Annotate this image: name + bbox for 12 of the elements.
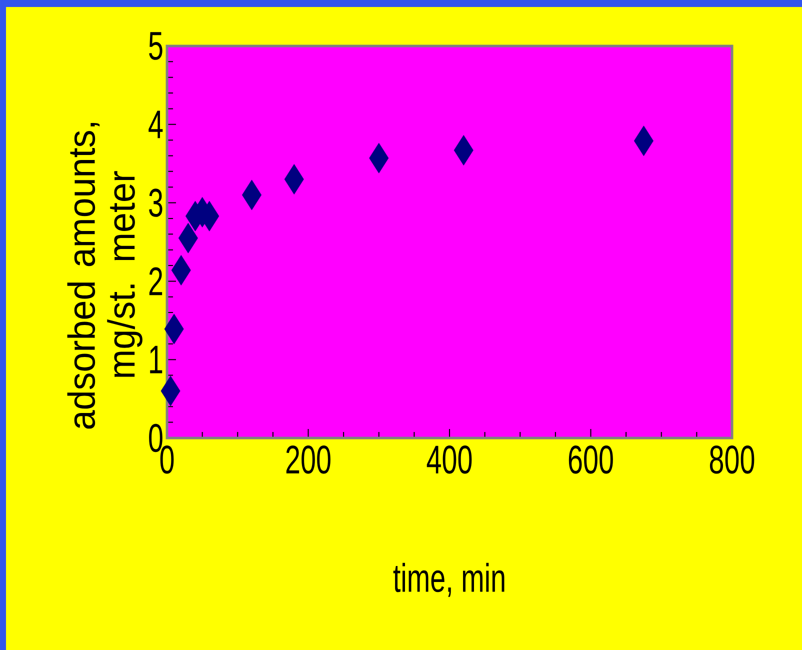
- x-tick-label: 600: [568, 446, 613, 474]
- y-tick-label: 3: [149, 188, 162, 217]
- y-tick-label: 5: [149, 32, 162, 60]
- y-tick-label: 0: [149, 424, 162, 452]
- x-axis-title: time, min: [393, 562, 504, 597]
- y-axis-title: adsorbed amounts, mg/st. meter: [67, 122, 142, 429]
- x-tick-label: 400: [426, 446, 472, 474]
- y-tick-label: 1: [150, 346, 162, 374]
- x-tick-label: 200: [286, 446, 330, 474]
- y-tick-label: 2: [149, 267, 162, 296]
- y-tick-label: 4: [148, 110, 163, 138]
- x-tick-label: 800: [710, 446, 754, 474]
